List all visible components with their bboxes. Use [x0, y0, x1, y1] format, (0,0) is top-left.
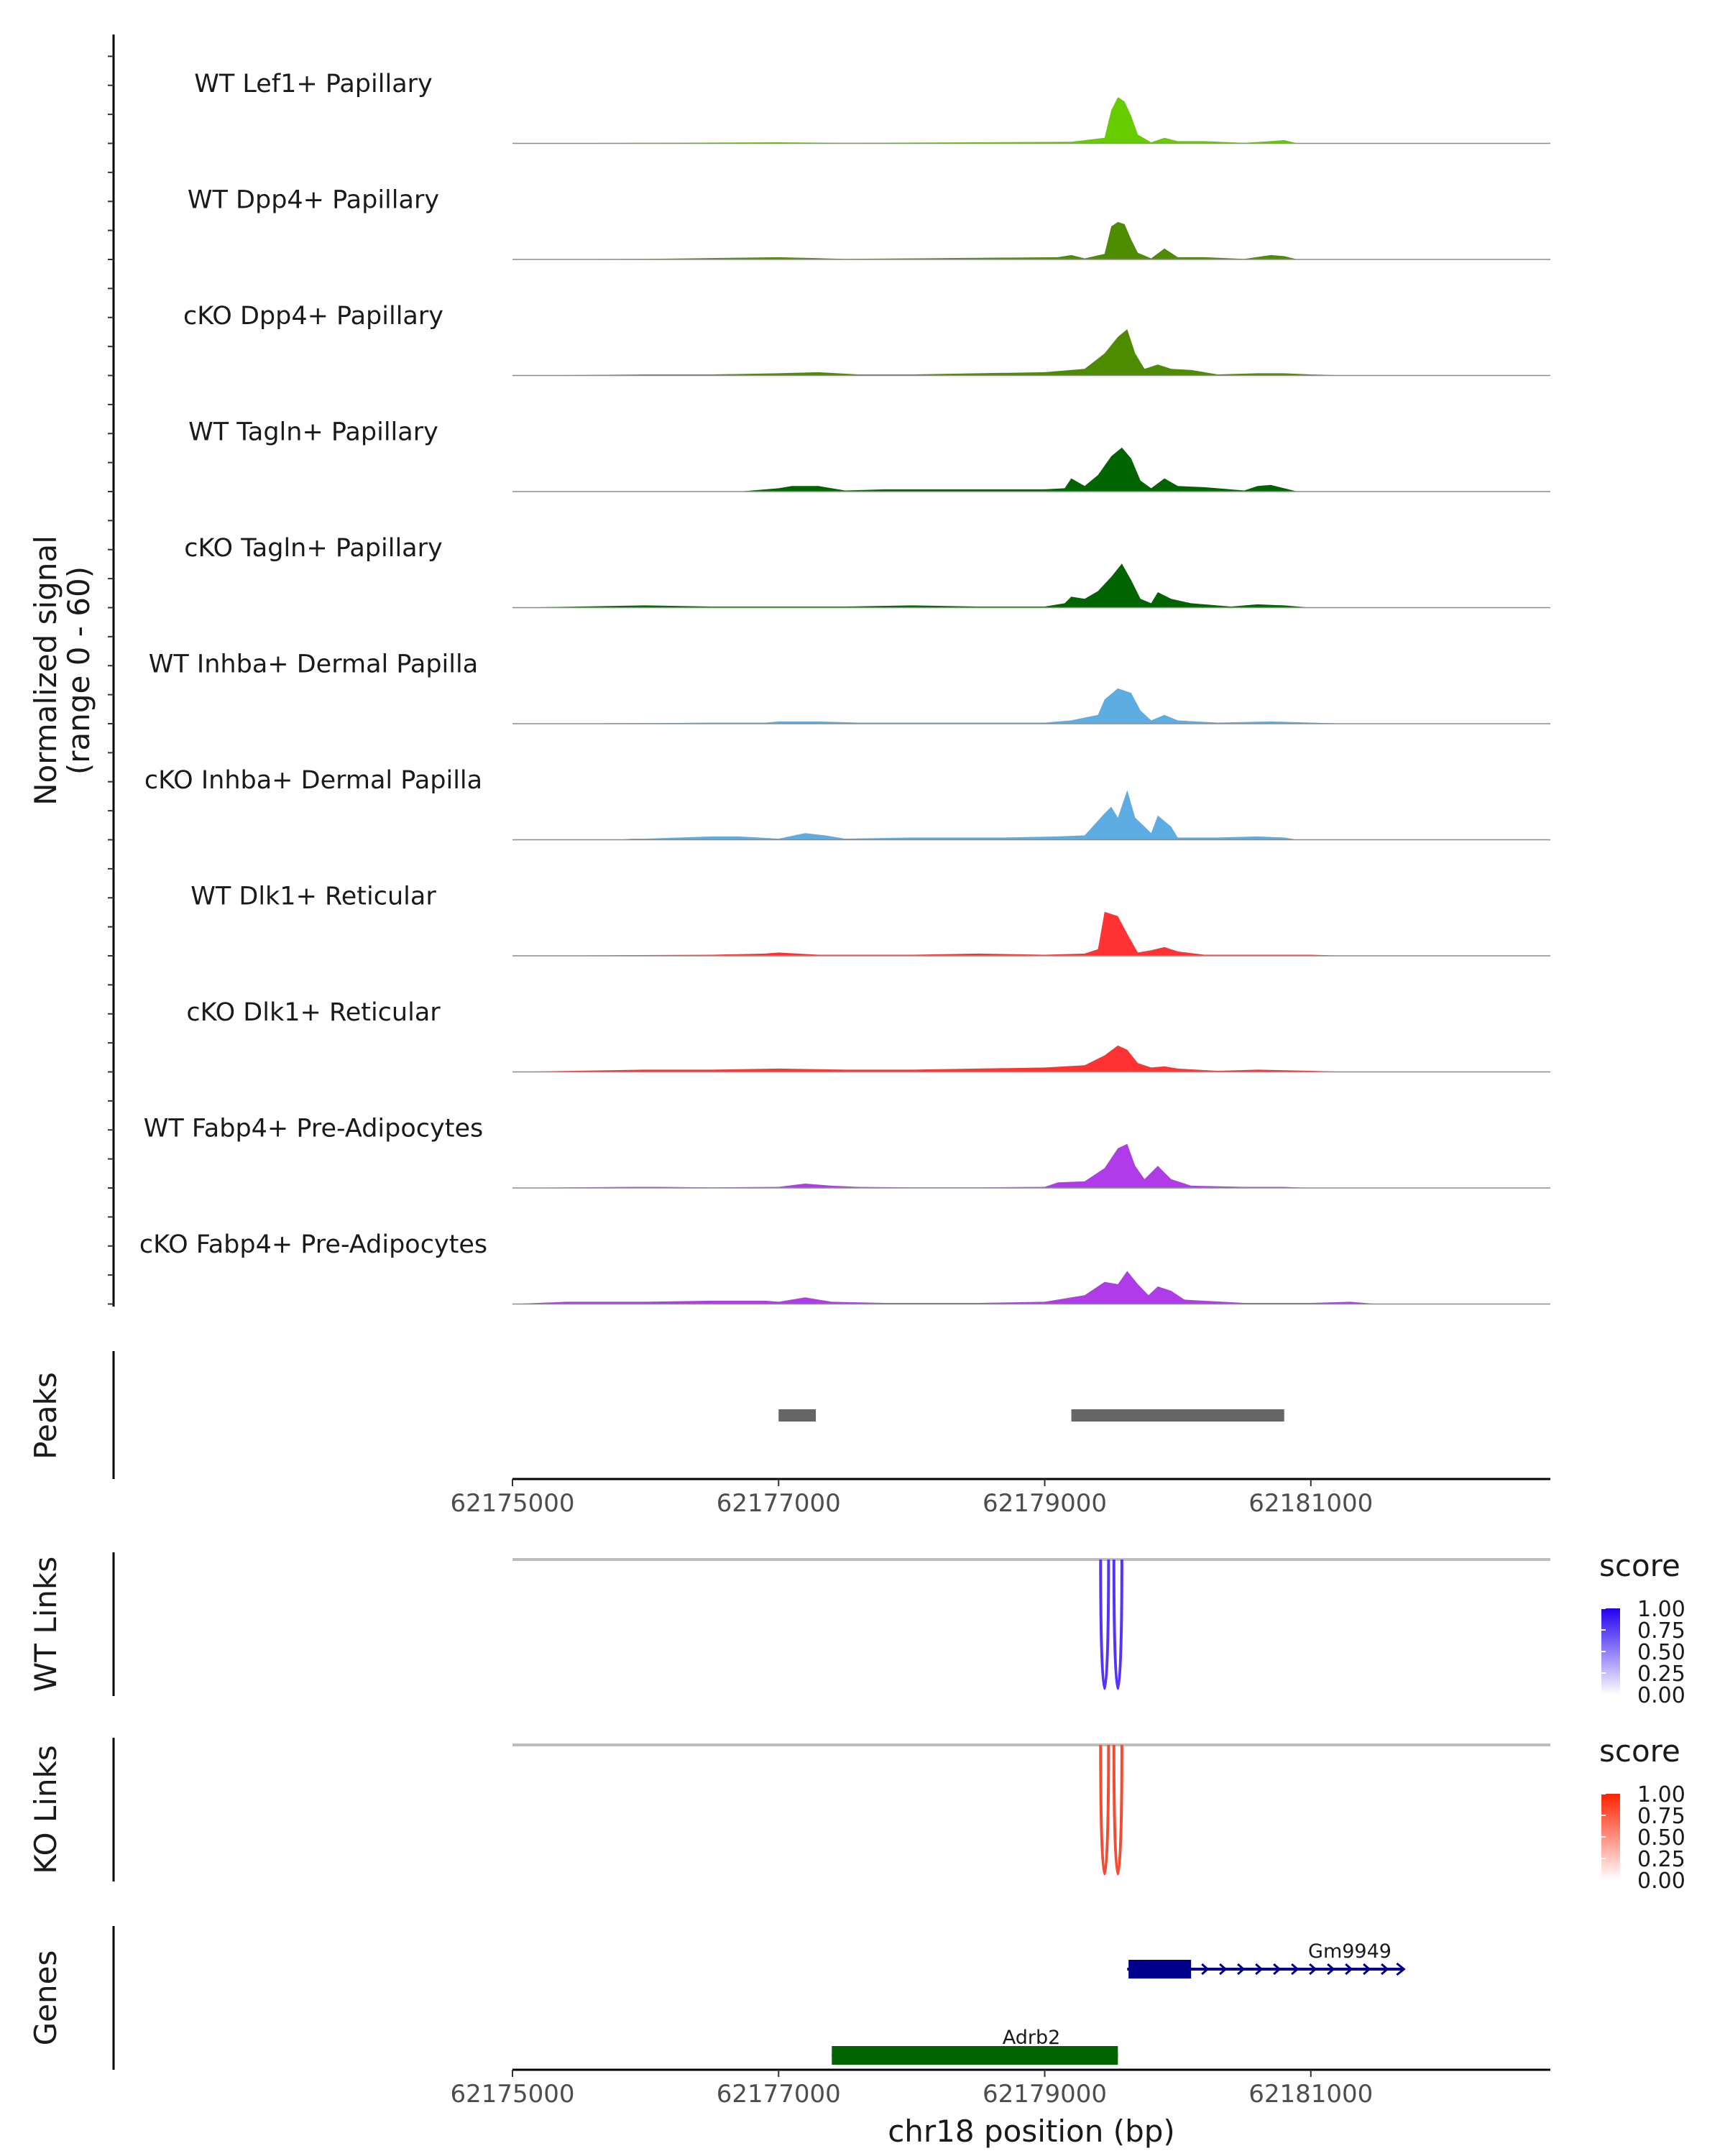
track-label: WT Inhba+ Dermal Papilla [149, 650, 478, 679]
track-9: WT Fabp4+ Pre-Adipocytes [144, 1115, 1550, 1189]
gene-gm9949: Gm9949 [1127, 1940, 1406, 1978]
legend-tick-label: 0.75 [1637, 1804, 1685, 1829]
legend-tick-label: 0.00 [1637, 1869, 1685, 1894]
x-tick-label: 62175000 [450, 1489, 574, 1518]
strand-arrow [1396, 1962, 1406, 1976]
track-5: WT Inhba+ Dermal Papilla [149, 650, 1550, 724]
track-label: WT Lef1+ Papillary [194, 70, 433, 98]
legend-tick-label: 0.25 [1637, 1662, 1685, 1687]
track-1: WT Dpp4+ Papillary [188, 186, 1550, 260]
strand-arrow [1345, 1963, 1353, 1976]
peak-regions [778, 1409, 1284, 1422]
coverage-area [512, 688, 1351, 724]
strand-arrow [1237, 1963, 1246, 1976]
gene-name: Adrb2 [1003, 2027, 1061, 2049]
track-8: cKO Dlk1+ Reticular [186, 998, 1550, 1073]
track-7: WT Dlk1+ Reticular [190, 883, 1550, 957]
x-tick-label: 62181000 [1248, 1489, 1373, 1518]
coverage-area [512, 563, 1311, 608]
gene-models: Gm9949 Adrb2 [832, 1940, 1406, 2065]
strand-arrow [1291, 1963, 1300, 1976]
x-axis-title: chr18 position (bp) [888, 2114, 1175, 2149]
strand-arrow [1363, 1963, 1371, 1976]
legend-tick-label: 0.00 [1637, 1683, 1685, 1708]
genes-x-ticks: 62175000 62177000 62179000 62181000 [450, 2070, 1373, 2109]
x-tick-label: 62179000 [983, 1489, 1107, 1518]
track-label: cKO Dpp4+ Papillary [183, 302, 443, 331]
strand-arrow [1327, 1963, 1335, 1976]
track-label: WT Tagln+ Papillary [188, 418, 438, 447]
legend-tick-label: 0.75 [1637, 1618, 1685, 1644]
track-2: cKO Dpp4+ Papillary [183, 302, 1550, 377]
link-arc [1112, 1744, 1123, 1876]
gene-exon [832, 2046, 1118, 2065]
coverage-area [512, 329, 1351, 376]
coverage-area [512, 1271, 1378, 1304]
track-label: WT Dlk1+ Reticular [190, 883, 436, 911]
x-tick-label: 62177000 [717, 1489, 841, 1518]
coverage-area [512, 790, 1298, 840]
coverage-panel: Normalized signal (range 0 - 60) WT Lef1… [28, 34, 1550, 1307]
links-panel-1: KO Links score 1.000.750.500.250.00 [28, 1733, 1685, 1894]
coverage-area [512, 1045, 1351, 1072]
gene-exon [1128, 1960, 1192, 1978]
link-arc [1099, 1559, 1110, 1690]
track-0: WT Lef1+ Papillary [194, 70, 1550, 144]
strand-arrow [1309, 1963, 1317, 1976]
strand-arrow [1201, 1963, 1210, 1976]
coverage-y-title: Normalized signal [28, 535, 63, 806]
track-label: WT Fabp4+ Pre-Adipocytes [144, 1115, 483, 1143]
peak-bar [1071, 1409, 1284, 1422]
track-10: cKO Fabp4+ Pre-Adipocytes [139, 1230, 1550, 1305]
coverage-tracks: WT Lef1+ Papillary WT Dpp4+ Papillary cKO … [139, 70, 1550, 1305]
legend-tick-label: 0.50 [1637, 1640, 1685, 1665]
track-label: cKO Tagln+ Papillary [184, 534, 443, 563]
x-tick-label: 62175000 [450, 2080, 574, 2109]
track-6: cKO Inhba+ Dermal Papilla [144, 766, 1550, 841]
peak-bar [778, 1409, 816, 1422]
coverage-area [512, 1143, 1311, 1188]
x-tick-label: 62181000 [1248, 2080, 1373, 2109]
link-arc [1099, 1744, 1110, 1876]
gene-name: Gm9949 [1308, 1940, 1392, 1963]
score-legend: score 1.000.750.500.250.00 [1599, 1733, 1685, 1894]
genes-panel: Genes Gm9949 Adrb2 62175000 62177000 621790… [28, 1926, 1550, 2149]
legend-tick-label: 0.25 [1637, 1847, 1685, 1872]
gene-adrb2: Adrb2 [832, 2027, 1118, 2065]
score-legend: score 1.000.750.500.250.00 [1599, 1548, 1685, 1708]
track-label: cKO Inhba+ Dermal Papilla [144, 766, 482, 795]
links-label: WT Links [28, 1557, 63, 1692]
legend-title: score [1599, 1548, 1680, 1583]
legend-tick-label: 0.50 [1637, 1825, 1685, 1851]
strand-arrow [1273, 1963, 1282, 1976]
links-panel-0: WT Links score 1.000.750.500.250.00 [28, 1548, 1685, 1708]
legend-title: score [1599, 1733, 1680, 1769]
peaks-panel: Peaks 62175000 62177000 62179000 62181000 [28, 1351, 1550, 1518]
peaks-label: Peaks [28, 1372, 63, 1460]
track-label: cKO Dlk1+ Reticular [186, 998, 441, 1027]
legend-tick-label: 1.00 [1637, 1782, 1685, 1807]
coverage-area [512, 447, 1298, 492]
peaks-x-ticks: 62175000 62177000 62179000 62181000 [450, 1479, 1373, 1518]
strand-arrow [1255, 1963, 1264, 1976]
x-tick-label: 62179000 [983, 2080, 1107, 2109]
link-arc [1112, 1559, 1123, 1690]
track-label: cKO Fabp4+ Pre-Adipocytes [139, 1230, 487, 1259]
coverage-y-ticks [108, 55, 114, 1305]
track-label: WT Dpp4+ Papillary [188, 186, 439, 215]
strand-arrow [1381, 1963, 1389, 1976]
coverage-y-subtitle: (range 0 - 60) [61, 566, 96, 775]
track-3: WT Tagln+ Papillary [188, 418, 1550, 492]
x-tick-label: 62177000 [717, 2080, 841, 2109]
legend-tick-label: 1.00 [1637, 1597, 1685, 1622]
genes-label: Genes [28, 1950, 63, 2046]
links-label: KO Links [28, 1745, 63, 1874]
strand-arrow [1219, 1963, 1228, 1976]
track-4: cKO Tagln+ Papillary [184, 534, 1550, 609]
